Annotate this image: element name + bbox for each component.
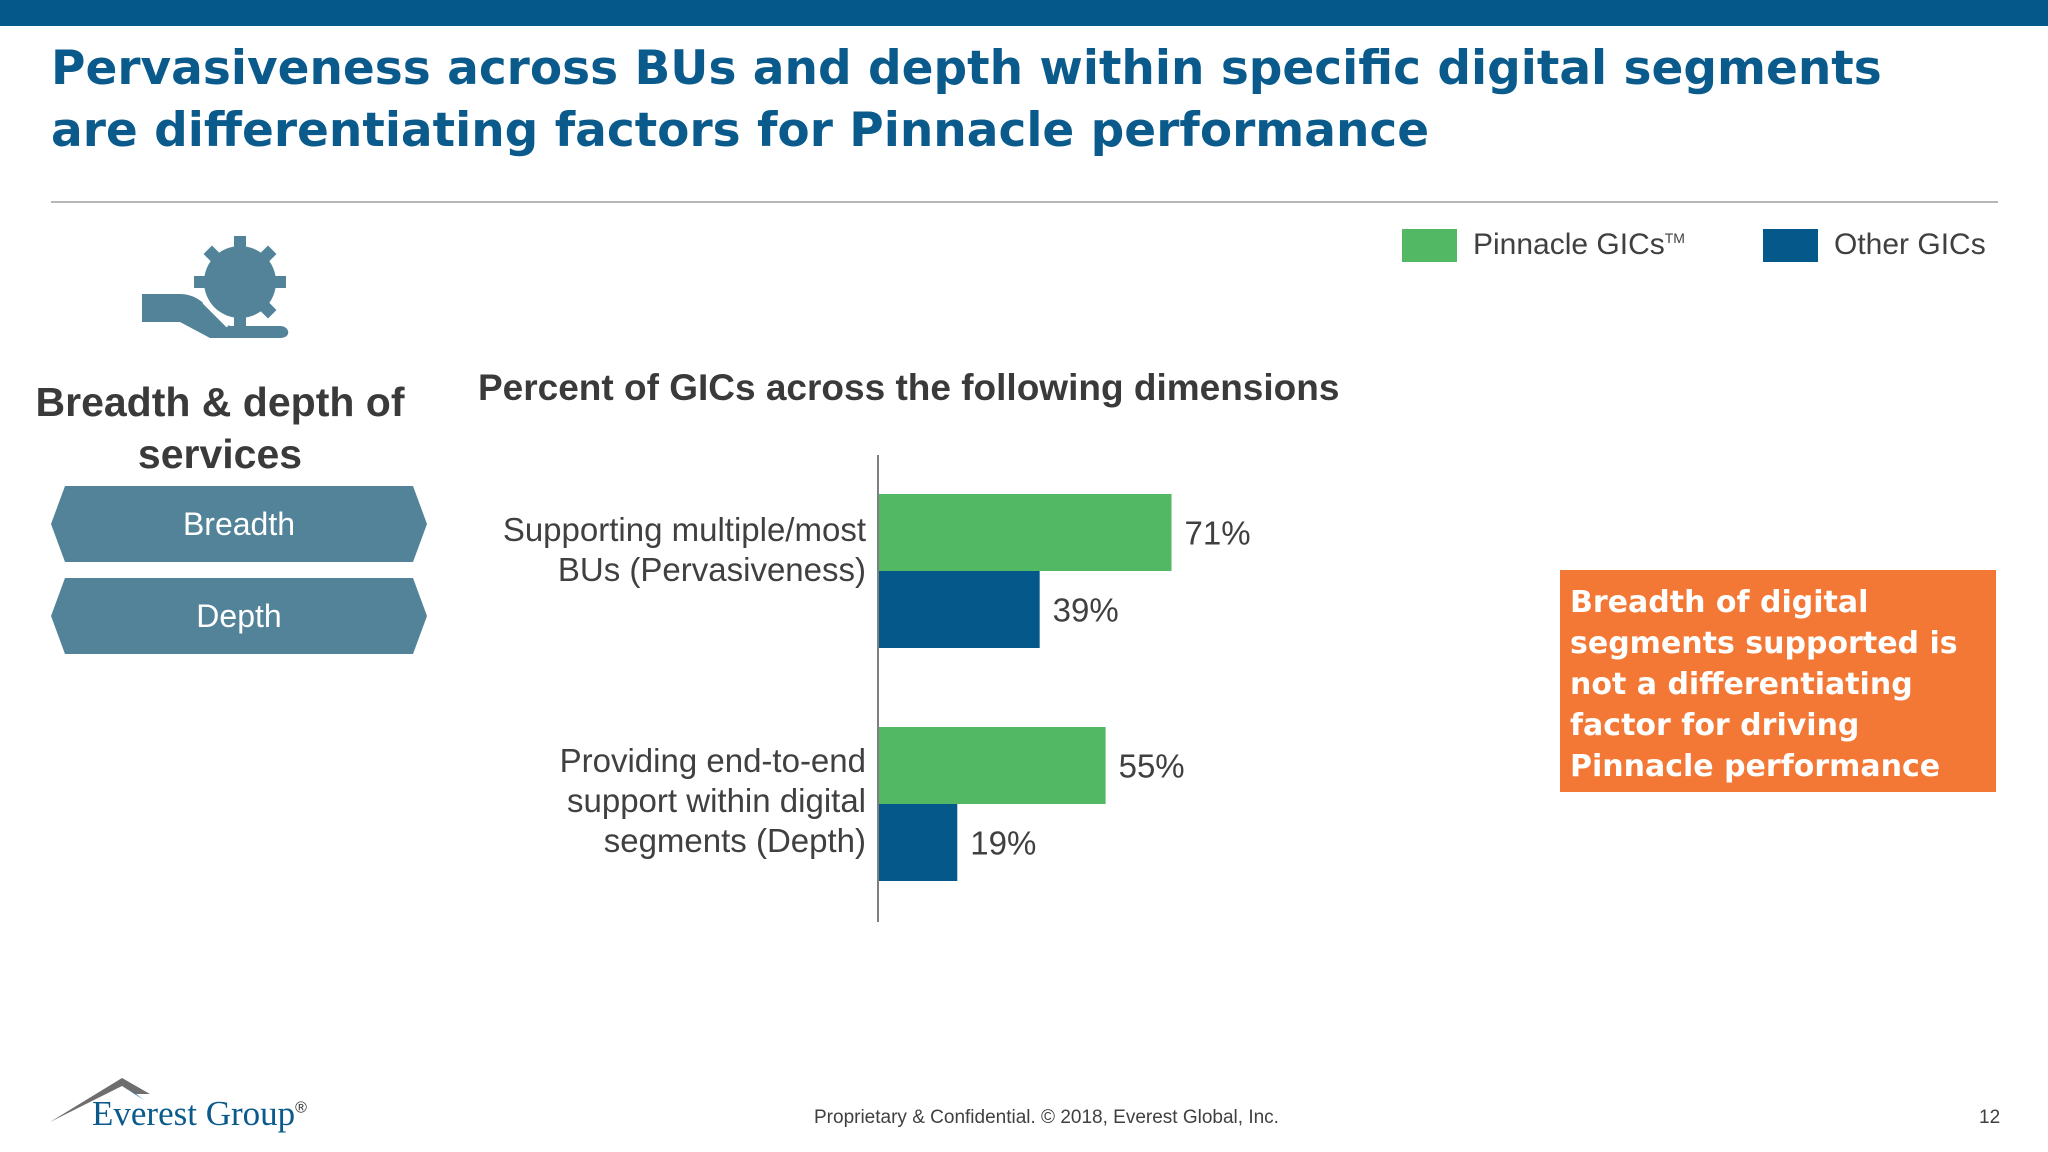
bar-other-1: [879, 804, 958, 881]
bar-pinnacle-1: [879, 727, 1106, 804]
bar-pinnacle-0: [879, 494, 1172, 571]
legend-swatch-other: [1763, 228, 1818, 262]
breadth-chevron: Breadth: [51, 486, 427, 562]
depth-chevron: Depth: [51, 578, 427, 654]
side-heading: Breadth & depth of services: [35, 379, 405, 477]
data-label-pinnacle-0: 71%: [1185, 515, 1251, 552]
top-bar: [0, 0, 2048, 26]
legend-label-pinnacle: Pinnacle GICsTM: [1473, 228, 1685, 261]
title-divider: [51, 201, 1998, 203]
logo-text: Everest Group®: [92, 1094, 307, 1133]
trademark-mark: TM: [1664, 230, 1685, 246]
data-label-other-1: 19%: [970, 825, 1036, 862]
bar-other-0: [879, 571, 1040, 648]
registered-mark: ®: [295, 1099, 307, 1117]
legend-item-other: Other GICs: [1763, 228, 1986, 262]
gear-hand-icon: [142, 236, 289, 338]
slide-title: Pervasiveness across BUs and depth withi…: [51, 41, 1882, 158]
page-number: 12: [1979, 1107, 2001, 1128]
data-label-other-0: 39%: [1053, 592, 1119, 629]
everest-logo-icon: [50, 1078, 150, 1122]
legend-item-pinnacle: Pinnacle GICsTM: [1402, 228, 1685, 262]
category-label-pervasiveness: Supporting multiple/most BUs (Pervasiven…: [502, 511, 866, 588]
legend-label-other: Other GICs: [1834, 228, 1986, 261]
data-label-pinnacle-1: 55%: [1119, 748, 1185, 785]
footer-text: Proprietary & Confidential. © 2018, Ever…: [814, 1107, 1279, 1128]
callout-box: Breadth of digital segments supported is…: [1560, 570, 1996, 792]
legend-swatch-pinnacle: [1402, 228, 1457, 262]
category-label-depth: Providing end-to-end support within digi…: [559, 742, 866, 859]
chart-title: Percent of GICs across the following dim…: [478, 367, 1340, 408]
